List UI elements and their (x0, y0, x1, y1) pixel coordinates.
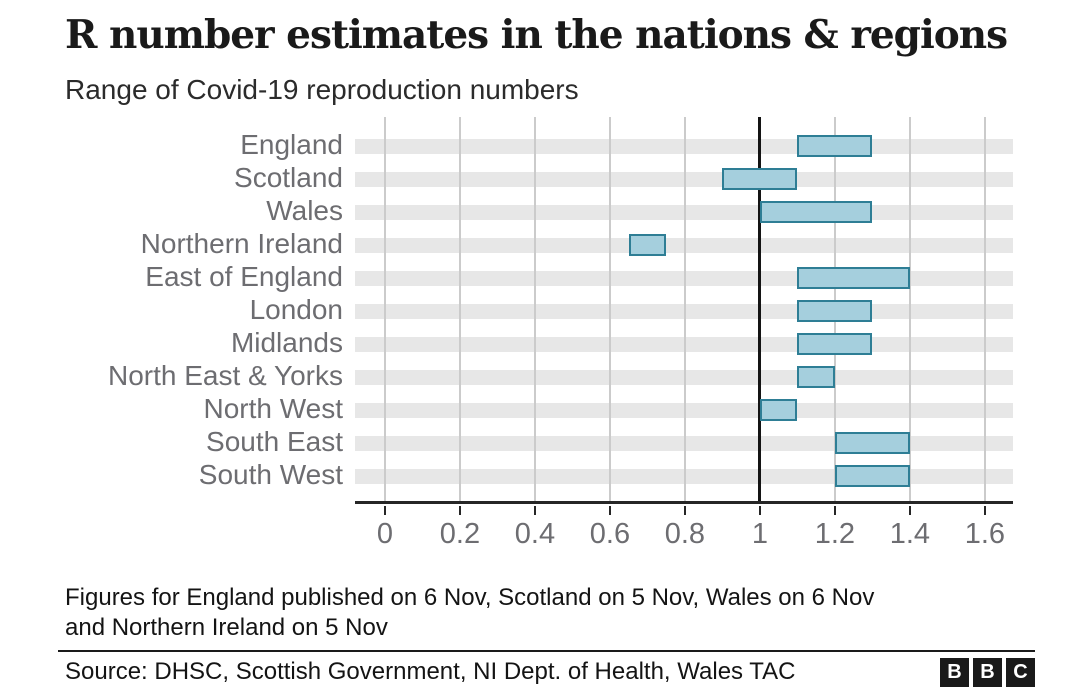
row-label-london: London (249, 294, 343, 325)
chart: England Scotland Wales Northern Ireland East… (40, 117, 1040, 562)
tick-mark-1.4 (908, 506, 911, 515)
footer-divider (58, 650, 1035, 652)
gridline-0.8 (683, 117, 686, 502)
row-label-scotland: Scotland (234, 162, 343, 193)
range-bar-wales (759, 201, 873, 223)
footnote-line: and Northern Ireland on 5 Nov (65, 614, 388, 641)
range-bar-south-west (834, 465, 910, 487)
gridline-1.4 (908, 117, 911, 502)
range-bar-scotland (722, 168, 798, 190)
tick-label-0.4: 0.4 (514, 518, 556, 550)
row-label-north-west: North West (203, 393, 343, 424)
row-label-south-west: South West (198, 459, 343, 490)
footnote: Figures for England published on 6 Nov, … (65, 583, 1005, 643)
bbc-logo-letter: B (973, 658, 1002, 687)
tick-mark-0.6 (608, 506, 611, 515)
tick-label-1.2: 1.2 (814, 518, 856, 550)
range-bar-north-east-yorks (797, 366, 835, 388)
tick-label-1.6: 1.6 (964, 518, 1006, 550)
row-label-north-east-yorks: North East & Yorks (107, 360, 343, 391)
page-subtitle: Range of Covid-19 reproduction numbers (65, 74, 579, 105)
range-bar-north-west (759, 399, 798, 421)
row-label-northern-ireland: Northern Ireland (140, 228, 343, 259)
plot-area (355, 117, 1013, 502)
gridline-0.4 (533, 117, 536, 502)
tick-mark-0 (383, 506, 386, 515)
category-labels: England Scotland Wales Northern Ireland East… (40, 117, 343, 502)
range-bar-england (797, 135, 873, 157)
tick-label-0: 0 (376, 518, 394, 550)
reference-line-r1 (758, 117, 762, 502)
footnote-line: Figures for England published on 6 Nov, … (65, 584, 875, 611)
row-label-midlands: Midlands (230, 327, 343, 358)
tick-label-0.6: 0.6 (589, 518, 631, 550)
tick-mark-0.2 (458, 506, 461, 515)
bbc-logo: B B C (940, 658, 1036, 687)
x-axis-line (355, 501, 1013, 504)
tick-mark-0.4 (533, 506, 536, 515)
range-bar-northern-ireland (628, 234, 667, 256)
bbc-logo-letter: B (940, 658, 969, 687)
tick-label-1: 1 (751, 518, 768, 550)
page-title: R number estimates in the nations & regi… (65, 12, 1008, 58)
range-bar-midlands (797, 333, 873, 355)
bbc-logo-letter: C (1006, 658, 1035, 687)
source-text: Source: DHSC, Scottish Government, NI De… (65, 658, 796, 685)
tick-label-0.8: 0.8 (664, 518, 706, 550)
range-bar-london (797, 300, 873, 322)
tick-mark-1 (758, 506, 761, 515)
range-bar-south-east (834, 432, 910, 454)
tick-mark-1.6 (983, 506, 986, 515)
row-label-east-of-england: East of England (145, 261, 343, 292)
tick-mark-0.8 (683, 506, 686, 515)
tick-label-1.4: 1.4 (889, 518, 931, 550)
gridline-1.6 (983, 117, 986, 502)
row-label-england: England (240, 129, 343, 160)
tick-mark-1.2 (833, 506, 836, 515)
gridline-0 (383, 117, 386, 502)
gridline-0.2 (458, 117, 461, 502)
tick-label-0.2: 0.2 (439, 518, 481, 550)
gridline-0.6 (608, 117, 611, 502)
row-label-wales: Wales (266, 195, 343, 226)
row-label-south-east: South East (206, 426, 343, 457)
range-bar-east-of-england (797, 267, 910, 289)
